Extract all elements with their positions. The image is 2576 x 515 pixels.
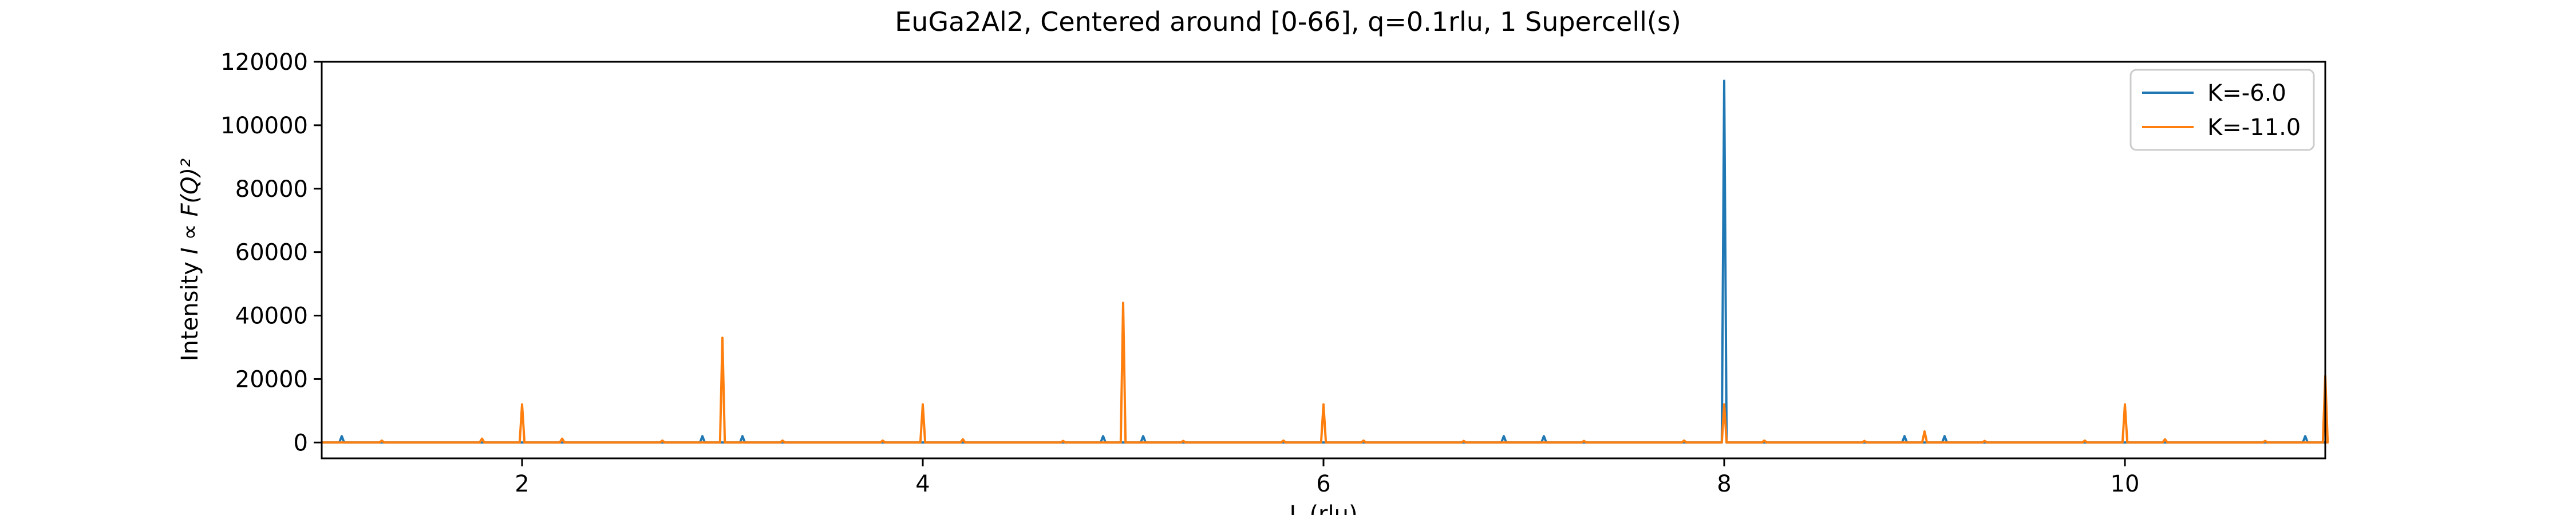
chart-title: EuGa2Al2, Centered around [0-66], q=0.1r…: [895, 6, 1681, 37]
x-ticks: 2 4 6 8 10: [515, 458, 2139, 497]
legend-frame: [2129, 69, 2315, 151]
y-tick-label: 120000: [220, 49, 308, 76]
y-axis-label-symbol: I ∝ F(Q)²: [177, 159, 203, 255]
y-tick-label: 60000: [235, 240, 308, 266]
x-tick-label: 10: [2111, 471, 2140, 497]
legend-label-k-6: K=-6.0: [2207, 80, 2286, 106]
y-tick-label: 80000: [235, 176, 308, 203]
x-tick-label: 6: [1316, 471, 1330, 497]
x-tick-label: 2: [515, 471, 529, 497]
y-tick-label: 20000: [235, 366, 308, 393]
legend: K=-6.0 K=-11.0: [2129, 69, 2315, 151]
x-tick-label: 4: [915, 471, 930, 497]
y-axis-label-prefix: Intensity: [177, 254, 203, 361]
plot-frame: [321, 61, 2326, 459]
series-line-1: [322, 302, 2329, 444]
y-ticks: 0 20000 40000 60000 80000 100000 120000: [220, 49, 322, 456]
x-axis-label: L (rlu): [1289, 501, 1357, 515]
series-line-0: [322, 80, 2325, 444]
legend-label-k-11: K=-11.0: [2207, 114, 2301, 141]
y-tick-label: 100000: [220, 113, 308, 139]
series-layer: [322, 80, 2329, 444]
y-tick-label: 40000: [235, 303, 308, 330]
y-tick-label: 0: [294, 430, 308, 456]
x-tick-label: 8: [1717, 471, 1731, 497]
y-axis-label: Intensity I ∝ F(Q)²: [177, 159, 203, 361]
